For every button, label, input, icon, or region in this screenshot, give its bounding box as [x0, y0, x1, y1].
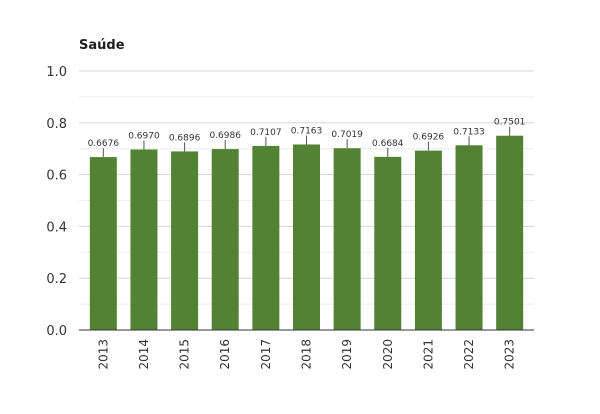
- data-labels: 0.6676 0.6970 0.6896 0.6986 0.7107 0.7163 0.70…: [88, 118, 526, 158]
- bar: [130, 149, 158, 330]
- bar: [414, 150, 442, 330]
- x-tick-label: 2020: [381, 339, 395, 370]
- data-label: 0.7163: [291, 126, 323, 136]
- bar: [171, 151, 199, 330]
- y-tick-label: 1.0: [46, 65, 67, 80]
- data-label: 0.6684: [372, 139, 404, 149]
- bar: [455, 145, 483, 330]
- data-label: 0.6676: [88, 139, 120, 149]
- y-tick-label: 0.2: [46, 272, 67, 287]
- data-label: 0.6896: [169, 133, 201, 143]
- data-label: 0.6986: [209, 131, 241, 141]
- x-tick-label: 2015: [178, 339, 192, 370]
- data-label: 0.7501: [494, 118, 526, 128]
- x-tick-label: 2022: [462, 339, 476, 370]
- y-axis-ticks: 0.0 0.2 0.4 0.6 0.8 1.0: [46, 65, 67, 339]
- y-tick-label: 0.0: [46, 324, 67, 339]
- data-label: 0.7019: [331, 130, 363, 140]
- chart-title: Saúde: [79, 38, 125, 53]
- x-tick-label: 2018: [300, 339, 314, 370]
- bar: [211, 149, 239, 330]
- bar: [374, 156, 402, 330]
- data-label: 0.6970: [128, 131, 160, 141]
- x-axis-ticks: 2013 2014 2015 2016 2017 2018 2019 2020 2021 2022…: [96, 339, 516, 370]
- x-tick-label: 2016: [218, 339, 232, 370]
- x-tick-label: 2023: [503, 339, 517, 370]
- y-tick-label: 0.4: [46, 220, 67, 235]
- data-label: 0.7133: [453, 127, 485, 137]
- data-label: 0.6926: [413, 133, 445, 143]
- bar: [89, 157, 117, 330]
- x-tick-label: 2021: [421, 339, 435, 370]
- x-tick-label: 2013: [96, 339, 110, 370]
- bar: [496, 135, 524, 330]
- bar: [333, 148, 361, 330]
- data-label: 0.7107: [250, 128, 282, 138]
- bars: [89, 135, 524, 330]
- y-tick-label: 0.6: [46, 169, 67, 184]
- y-tick-label: 0.8: [46, 117, 67, 132]
- x-tick-label: 2017: [259, 339, 273, 370]
- bar: [252, 145, 280, 330]
- x-tick-label: 2014: [137, 339, 151, 370]
- x-tick-label: 2019: [340, 339, 354, 370]
- bar: [293, 144, 320, 330]
